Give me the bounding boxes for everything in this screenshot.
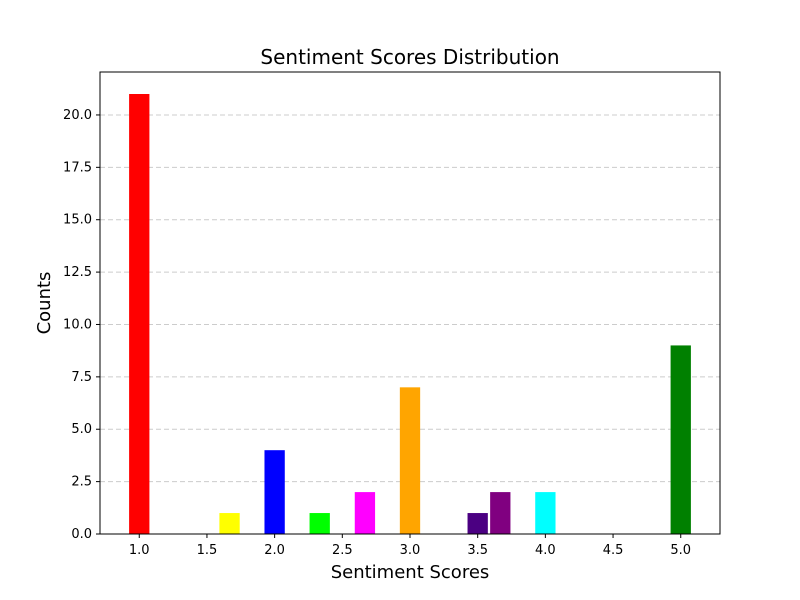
y-tick-label: 10.0 xyxy=(63,317,92,332)
bar xyxy=(219,513,240,534)
y-tick-label: 7.5 xyxy=(71,370,92,385)
chart-title: Sentiment Scores Distribution xyxy=(260,45,559,69)
bars xyxy=(129,94,691,534)
x-tick-label: 2.5 xyxy=(332,543,353,558)
x-tick-label: 3.0 xyxy=(400,543,421,558)
x-tick-label: 4.0 xyxy=(535,543,556,558)
x-tick-label: 4.5 xyxy=(603,543,624,558)
bar xyxy=(490,492,511,534)
y-tick-label: 12.5 xyxy=(63,265,92,280)
y-tick-label: 17.5 xyxy=(63,160,92,175)
bar xyxy=(535,492,556,534)
x-tick-label: 5.0 xyxy=(670,543,691,558)
y-tick-label: 0.0 xyxy=(71,527,92,542)
bar xyxy=(129,94,150,534)
bar xyxy=(264,450,285,534)
bar xyxy=(354,492,376,534)
bar xyxy=(309,513,330,534)
y-axis-label: Counts xyxy=(34,272,55,335)
y-tick-label: 5.0 xyxy=(71,422,92,437)
x-tick-label: 1.0 xyxy=(129,543,150,558)
bar xyxy=(670,345,691,534)
y-tick-label: 20.0 xyxy=(63,108,92,123)
x-tick-label: 2.0 xyxy=(264,543,285,558)
axis-ticks: 0.0 2.5 5.0 7.5 10.0 12.5 15.0 17.5 20.0 1.0 1.5 2.… xyxy=(63,108,691,558)
bar xyxy=(467,513,488,534)
x-axis-label: Sentiment Scores xyxy=(331,562,490,583)
bar xyxy=(399,387,421,534)
x-tick-label: 1.5 xyxy=(197,543,218,558)
y-tick-label: 2.5 xyxy=(71,475,92,490)
x-tick-label: 3.5 xyxy=(467,543,488,558)
y-tick-label: 15.0 xyxy=(63,213,92,228)
